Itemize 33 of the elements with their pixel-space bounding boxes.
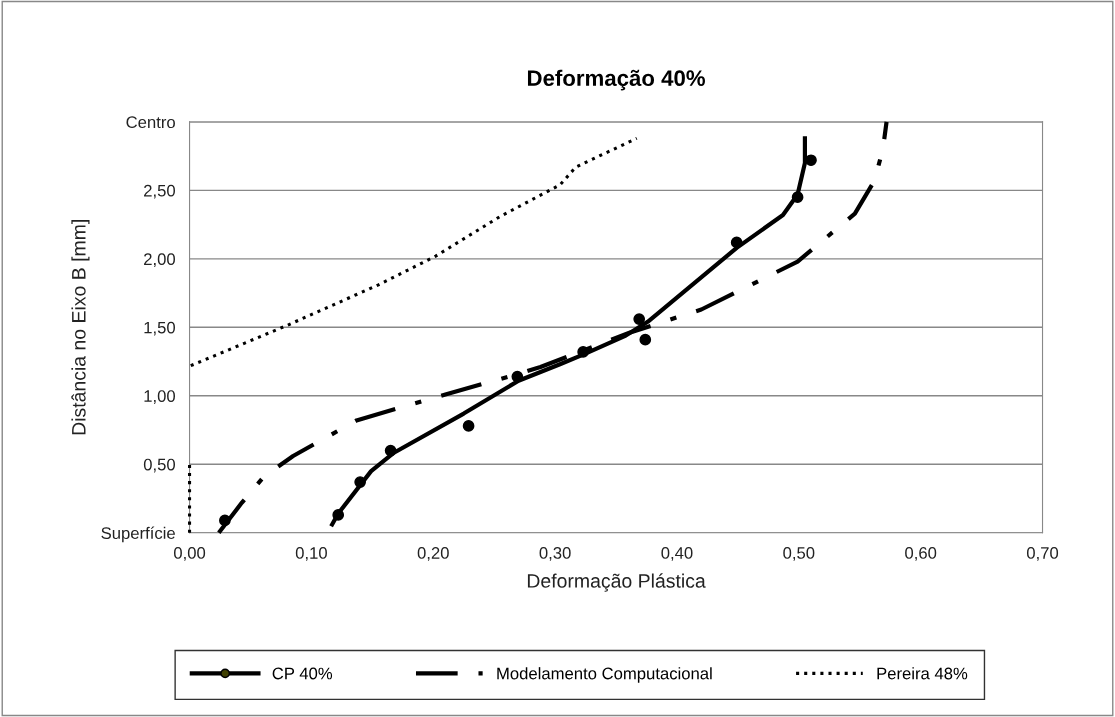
legend-label: Pereira 48% [877, 667, 968, 680]
y-tick-label: 1,50 [144, 321, 176, 336]
point [577, 346, 589, 358]
point [462, 420, 475, 432]
line-series [216, 119, 889, 535]
x-tick-label: 0,50 [783, 547, 815, 561]
point [639, 333, 652, 346]
chart-title: Deformação 40% [527, 69, 705, 91]
x-tick-label: 0,20 [417, 547, 449, 561]
point [633, 313, 646, 325]
y-tick-label: 1,00 [144, 390, 176, 404]
x-tick-label: 0,70 [1026, 547, 1059, 561]
y-axis-title: Distância no Eixo B [mm] [71, 220, 90, 435]
point [332, 509, 345, 521]
point [354, 476, 366, 488]
x-tick-label: 0,10 [295, 547, 327, 561]
x-tick-label: 0,40 [661, 547, 693, 561]
point [384, 444, 397, 457]
point [791, 191, 804, 204]
x-axis-title: Deformação Plástica [527, 573, 706, 592]
x-tick-label: 0,60 [905, 547, 937, 561]
legend-label: CP 40% [272, 667, 333, 680]
x-tick-label: 0,00 [173, 547, 206, 561]
x-tick-label: 0,30 [539, 547, 571, 561]
legend-label: Modelamento Computacional [497, 667, 712, 683]
y-tick-label: 2,50 [144, 184, 176, 199]
point [219, 514, 231, 527]
y-tick-label: 2,00 [144, 253, 176, 268]
y-tick-label: Superfície [101, 526, 175, 543]
y-tick-label: Centro [126, 116, 175, 129]
y-tick-label: 0,50 [143, 458, 176, 473]
point [730, 236, 743, 249]
point [805, 154, 817, 167]
